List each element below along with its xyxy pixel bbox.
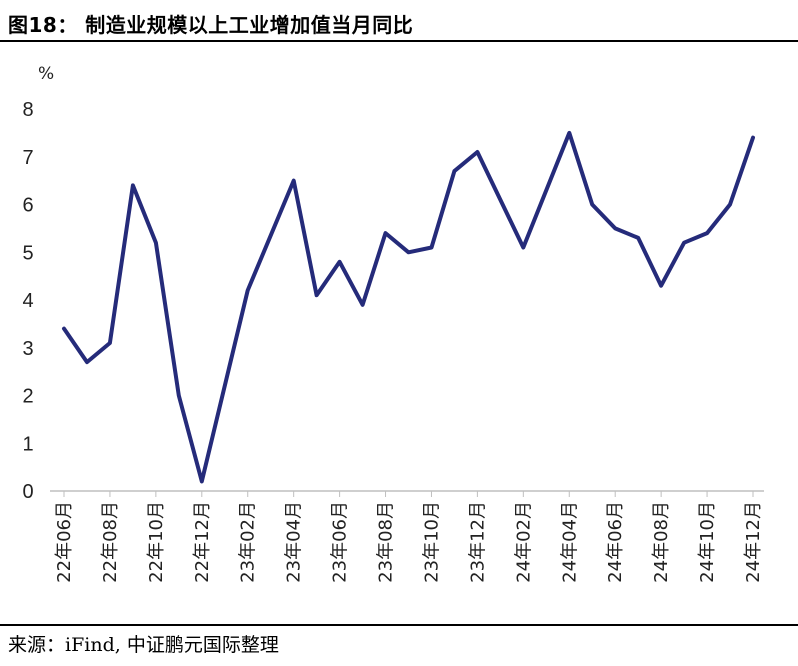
x-tick-label: 24年02月 — [513, 501, 534, 583]
x-tick-label: 22年06月 — [54, 501, 75, 583]
line-chart: % 0 1 2 3 4 5 6 7 8 22年06月 22年08月 22年10月 22年12月 23年0… — [22, 64, 764, 583]
title-bar: 图18： 制造业规模以上工业增加值当月同比 — [0, 0, 798, 40]
y-tick-label: 8 — [22, 99, 33, 121]
y-tick-label: 6 — [22, 195, 33, 217]
x-tick-label: 22年08月 — [100, 501, 121, 583]
y-axis-ticks: 0 1 2 3 4 5 6 7 8 — [22, 99, 33, 503]
x-tick-label: 23年10月 — [421, 501, 442, 583]
y-tick-label: 2 — [22, 386, 33, 408]
x-tick-label: 24年10月 — [697, 501, 718, 583]
y-tick-label: 0 — [22, 481, 33, 503]
x-tick-label: 23年06月 — [330, 501, 351, 583]
x-tick-label: 24年04月 — [559, 501, 580, 583]
y-tick-label: 1 — [22, 433, 33, 455]
x-tick-label: 24年12月 — [743, 501, 764, 583]
x-tick-label: 24年08月 — [651, 501, 672, 583]
x-tick-label: 22年10月 — [146, 501, 167, 583]
unit-label: % — [38, 64, 54, 84]
x-tick-label: 24年06月 — [605, 501, 626, 583]
y-tick-label: 5 — [22, 242, 33, 264]
x-axis-ticks: 22年06月 22年08月 22年10月 22年12月 23年02月 23年04月 23年0… — [54, 491, 764, 583]
page-title: 图18： 制造业规模以上工业增加值当月同比 — [8, 13, 414, 37]
source-note: 来源：iFind, 中证鹏元国际整理 — [8, 634, 279, 656]
y-tick-label: 4 — [22, 290, 33, 312]
y-tick-label: 7 — [22, 147, 33, 169]
top-divider — [0, 40, 798, 42]
y-tick-label: 3 — [22, 338, 33, 360]
series-line — [62, 130, 755, 484]
bottom-divider — [0, 624, 798, 626]
x-tick-label: 23年12月 — [467, 501, 488, 583]
x-tick-label: 22年12月 — [192, 501, 213, 583]
x-tick-label: 23年02月 — [238, 501, 259, 583]
x-tick-label: 23年08月 — [376, 501, 397, 583]
x-tick-label: 23年04月 — [284, 501, 305, 583]
